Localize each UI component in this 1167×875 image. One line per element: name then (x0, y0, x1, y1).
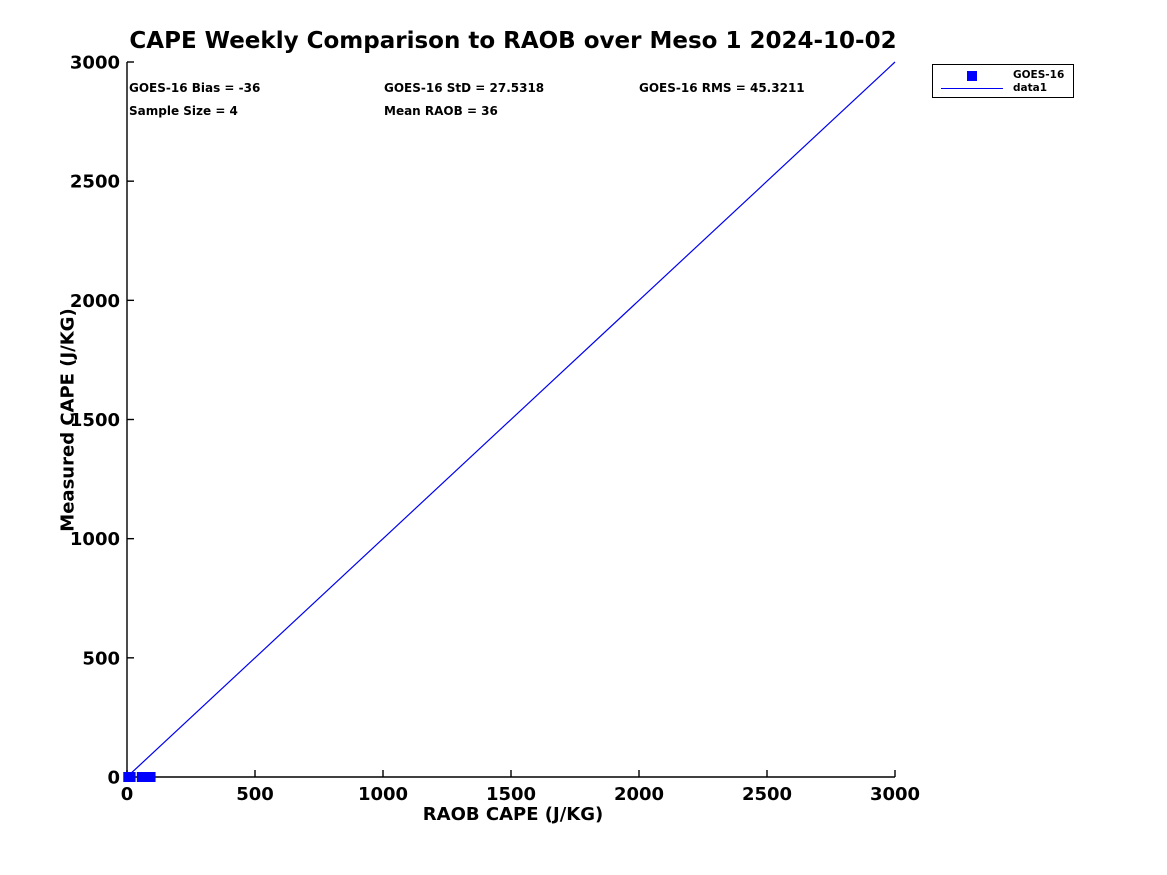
square-marker-icon (967, 70, 977, 81)
legend-label-data1: data1 (1013, 82, 1048, 95)
svg-text:2000: 2000 (614, 784, 664, 805)
x-ticks: 0 500 1000 1500 2000 2500 3000 (121, 770, 920, 805)
legend-box: GOES-16 data1 (932, 64, 1074, 98)
x-axis-label: RAOB CAPE (J/KG) (422, 804, 604, 825)
svg-text:1000: 1000 (358, 784, 408, 805)
annotation-std: GOES-16 StD = 27.5318 (384, 81, 545, 95)
svg-text:3000: 3000 (70, 53, 120, 74)
legend-label-goes16: GOES-16 (1013, 69, 1065, 82)
y-ticks: 0 500 1000 1500 2000 2500 3000 (70, 53, 134, 789)
svg-text:2000: 2000 (70, 291, 120, 312)
chart-title: CAPE Weekly Comparison to RAOB over Meso… (129, 28, 897, 54)
annotation-sample-size: Sample Size = 4 (129, 104, 238, 118)
svg-text:0: 0 (107, 768, 120, 789)
svg-text:3000: 3000 (870, 784, 920, 805)
svg-text:1000: 1000 (70, 529, 120, 550)
svg-text:1500: 1500 (70, 410, 120, 431)
scatter-points (123, 772, 156, 782)
annotation-bias: GOES-16 Bias = -36 (129, 81, 261, 95)
svg-text:500: 500 (236, 784, 274, 805)
svg-text:0: 0 (121, 784, 134, 805)
svg-text:1500: 1500 (486, 784, 536, 805)
identity-line (126, 61, 896, 778)
annotation-rms: GOES-16 RMS = 45.3211 (639, 81, 805, 95)
legend-symbol-cell (941, 88, 1003, 89)
annotation-mean-raob: Mean RAOB = 36 (384, 104, 498, 118)
legend-entry-data1: data1 (941, 82, 1073, 95)
line-sample-icon (941, 88, 1003, 89)
svg-text:2500: 2500 (742, 784, 792, 805)
svg-text:500: 500 (82, 648, 120, 669)
legend-symbol-cell (941, 70, 1003, 81)
legend-entry-goes16: GOES-16 (941, 69, 1073, 82)
svg-text:2500: 2500 (70, 172, 120, 193)
